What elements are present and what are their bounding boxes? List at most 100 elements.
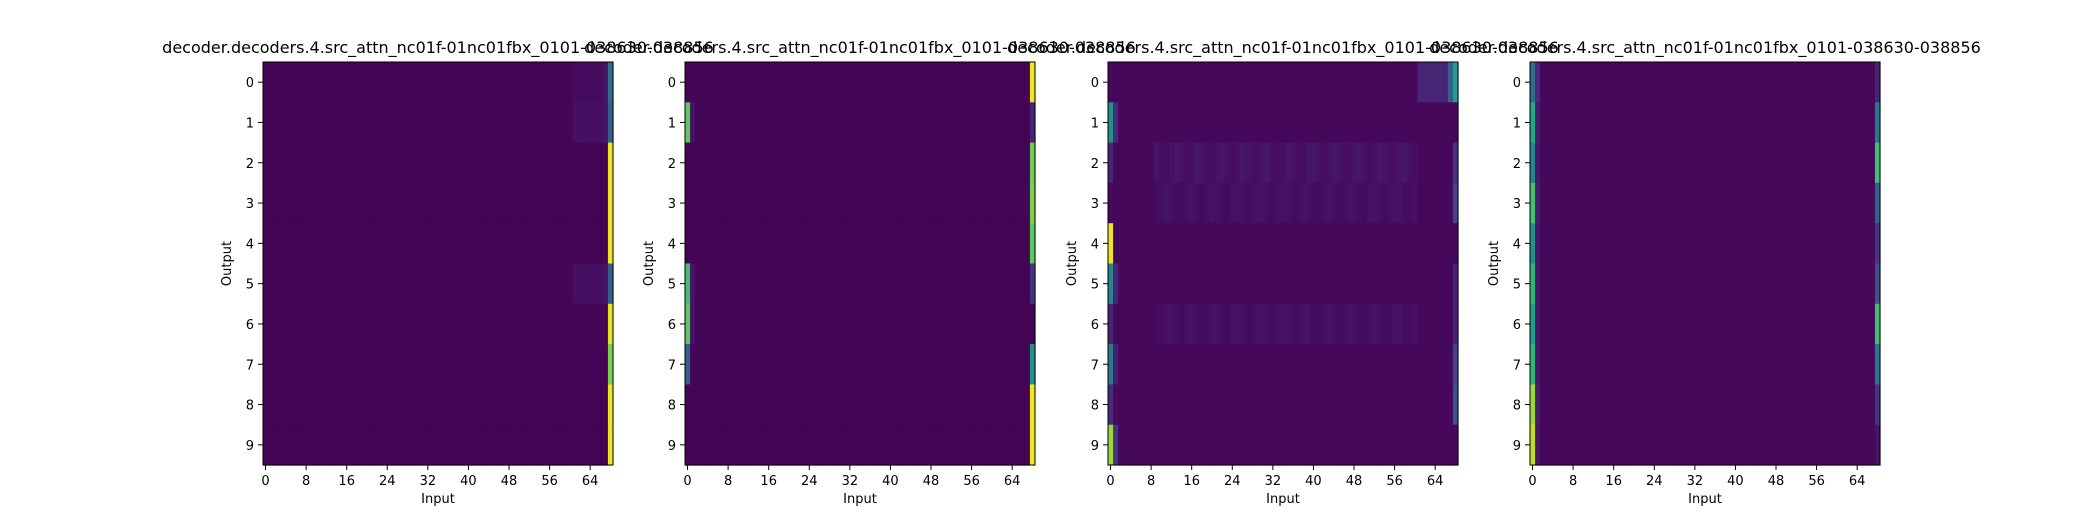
heatmap-cell [1452,142,1459,184]
heatmap-cell [963,303,970,345]
heatmap-cell [1646,182,1653,224]
heatmap-cell [1260,102,1266,144]
heatmap-cell [1824,182,1830,224]
heatmap-cell [958,424,965,466]
heatmap-cell [379,384,386,426]
heatmap-cell [394,344,401,385]
heatmap-cell [1560,102,1567,144]
heatmap-cell [511,424,518,466]
heatmap-cell [1590,62,1597,103]
heatmap-cell [1004,263,1011,305]
heatmap-cell [720,182,727,224]
heatmap-cell [415,384,421,426]
heatmap-cell [1209,303,1216,345]
heatmap-cell [913,263,919,305]
heatmap-cell [776,62,782,103]
heatmap-cell [1687,344,1693,385]
heatmap-cell [1666,424,1673,466]
heatmap-cell [1250,303,1256,345]
heatmap-cell [1219,182,1226,224]
heatmap-cell [440,344,447,385]
heatmap-cell [786,182,793,224]
heatmap-cell [1361,263,1368,305]
heatmap-cell [557,142,563,184]
heatmap-cell [1859,344,1866,385]
heatmap-cell [1651,424,1658,466]
heatmap-cell [1133,424,1140,466]
heatmap-cell [308,182,315,224]
heatmap-cell [450,424,457,466]
y-tick-label: 4 [668,237,676,252]
heatmap-cell [531,102,538,144]
heatmap-cell [1869,182,1876,224]
heatmap-cell [943,424,950,466]
heatmap-cell [303,102,310,144]
heatmap-cell [399,223,406,265]
heatmap-cell [923,384,930,426]
heatmap-cell [1402,142,1408,184]
heatmap-cell [607,384,614,426]
heatmap-cell [470,102,477,144]
heatmap-cell [298,102,305,144]
heatmap-cell [1535,303,1541,345]
heatmap-cell [1143,182,1150,224]
heatmap-cell [1029,424,1036,466]
heatmap-cell [1555,424,1562,466]
heatmap-cell [1224,344,1231,385]
heatmap-cell [1361,303,1368,345]
heatmap-cell [745,424,752,466]
heatmap-cell [501,223,508,265]
heatmap-cell [963,142,970,184]
heatmap-cell [821,102,828,144]
heatmap-cell [344,182,350,224]
heatmap-cell [364,344,371,385]
heatmap-cell [1601,303,1607,345]
heatmap-cell [511,102,518,144]
heatmap-cell [491,182,497,224]
heatmap-cell [1844,384,1851,426]
heatmap-cell [1677,384,1683,426]
heatmap-cell [334,223,340,265]
heatmap-cell [607,142,614,184]
heatmap-cell [470,303,477,345]
heatmap-cell [801,344,808,385]
heatmap-cell [308,62,315,103]
heatmap-cell [465,62,472,103]
heatmap-cell [293,102,300,144]
heatmap-cell [1229,182,1236,224]
heatmap-cell [882,102,889,144]
heatmap-cell [1864,223,1871,265]
heatmap-cell [1386,263,1393,305]
heatmap-cell [369,223,376,265]
heatmap-cell [1743,384,1749,426]
heatmap-cell [592,62,599,103]
heatmap-cell [1874,263,1881,305]
heatmap-cell [1285,344,1292,385]
heatmap-cell [288,344,295,385]
heatmap-cell [1407,344,1413,385]
heatmap-cell [283,263,289,305]
heatmap-cell [958,102,965,144]
heatmap-cell [1326,263,1332,305]
heatmap-cell [1570,344,1577,385]
heatmap-cell [685,344,691,385]
heatmap-cell [695,303,701,345]
heatmap-cell [460,303,467,345]
heatmap-cell [1621,182,1627,224]
heatmap-cell [1417,142,1424,184]
heatmap-cell [750,424,757,466]
heatmap-cell [1808,424,1815,466]
heatmap-cell [1024,384,1031,426]
heatmap-cell [1422,303,1429,345]
heatmap-cell [268,223,274,265]
heatmap-cell [908,424,914,466]
heatmap-cell [943,223,950,265]
heatmap-cell [1184,263,1190,305]
heatmap-cell [572,384,579,426]
y-tick-label: 7 [1091,358,1099,373]
heatmap-cell [1773,303,1780,345]
heatmap-cell [323,344,330,385]
heatmap-cell [1859,223,1866,265]
heatmap-cell [359,182,366,224]
heatmap-cell [359,424,366,466]
